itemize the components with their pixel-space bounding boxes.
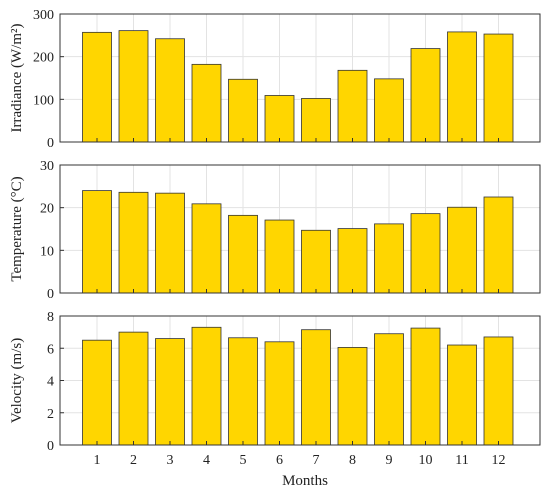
bar [447,344,477,446]
bar [410,327,441,446]
bar [155,38,185,143]
bar [301,329,331,446]
bar [191,203,222,294]
y-tick-label: 200 [33,51,54,66]
x-tick-label: 1 [94,453,101,468]
bar [301,98,331,143]
x-tick-label: 6 [276,453,283,468]
y-tick-label: 8 [47,310,54,325]
bar [447,31,477,143]
bar [337,228,368,294]
y-tick-label: 0 [47,136,54,151]
bar [191,326,222,446]
bar [337,69,368,143]
x-axis-label: Months [282,473,328,489]
bar [82,190,112,294]
bar [228,78,258,143]
y-tick-label: 4 [47,375,54,390]
y-tick-label: 20 [40,202,54,217]
bar [301,229,331,294]
y-tick-label: 100 [33,93,54,108]
bar [264,219,295,294]
bar [483,33,514,143]
y-axis-label: Temperature (°C) [9,176,25,281]
x-tick-label: 8 [349,453,356,468]
y-axis-label: Irradiance (W/m²) [9,23,25,132]
x-tick-label: 2 [130,453,137,468]
bar [483,196,514,294]
bar [264,341,295,446]
bar [447,206,477,294]
bar [374,333,404,446]
y-tick-label: 10 [40,244,54,259]
bar [118,191,149,294]
x-tick-label: 4 [203,453,210,468]
bar [228,214,258,294]
x-tick-label: 3 [167,453,174,468]
bar [82,31,112,143]
bar [118,30,149,143]
y-tick-label: 6 [47,342,54,357]
y-tick-label: 0 [47,439,54,454]
plot-frame [59,164,541,294]
y-tick-label: 2 [47,407,54,422]
x-tick-label: 11 [455,453,468,468]
x-tick-label: 9 [386,453,393,468]
bar [410,48,441,143]
bar [228,337,258,446]
bar [337,347,368,446]
bar [155,338,185,446]
bar [374,223,404,294]
x-tick-label: 10 [419,453,433,468]
y-tick-label: 0 [47,287,54,302]
x-tick-label: 5 [240,453,247,468]
x-tick-label: 7 [313,453,320,468]
bar [410,213,441,294]
x-tick-label: 12 [492,453,506,468]
y-tick-label: 300 [33,8,54,23]
bar [118,331,149,446]
plot-frame [59,13,541,143]
bar [155,192,185,294]
bar [483,336,514,446]
bar [374,78,404,143]
bar [264,95,295,143]
bar [82,339,112,446]
y-tick-label: 30 [40,159,54,174]
bar [191,63,222,143]
y-axis-label: Velocity (m/s) [9,338,25,423]
